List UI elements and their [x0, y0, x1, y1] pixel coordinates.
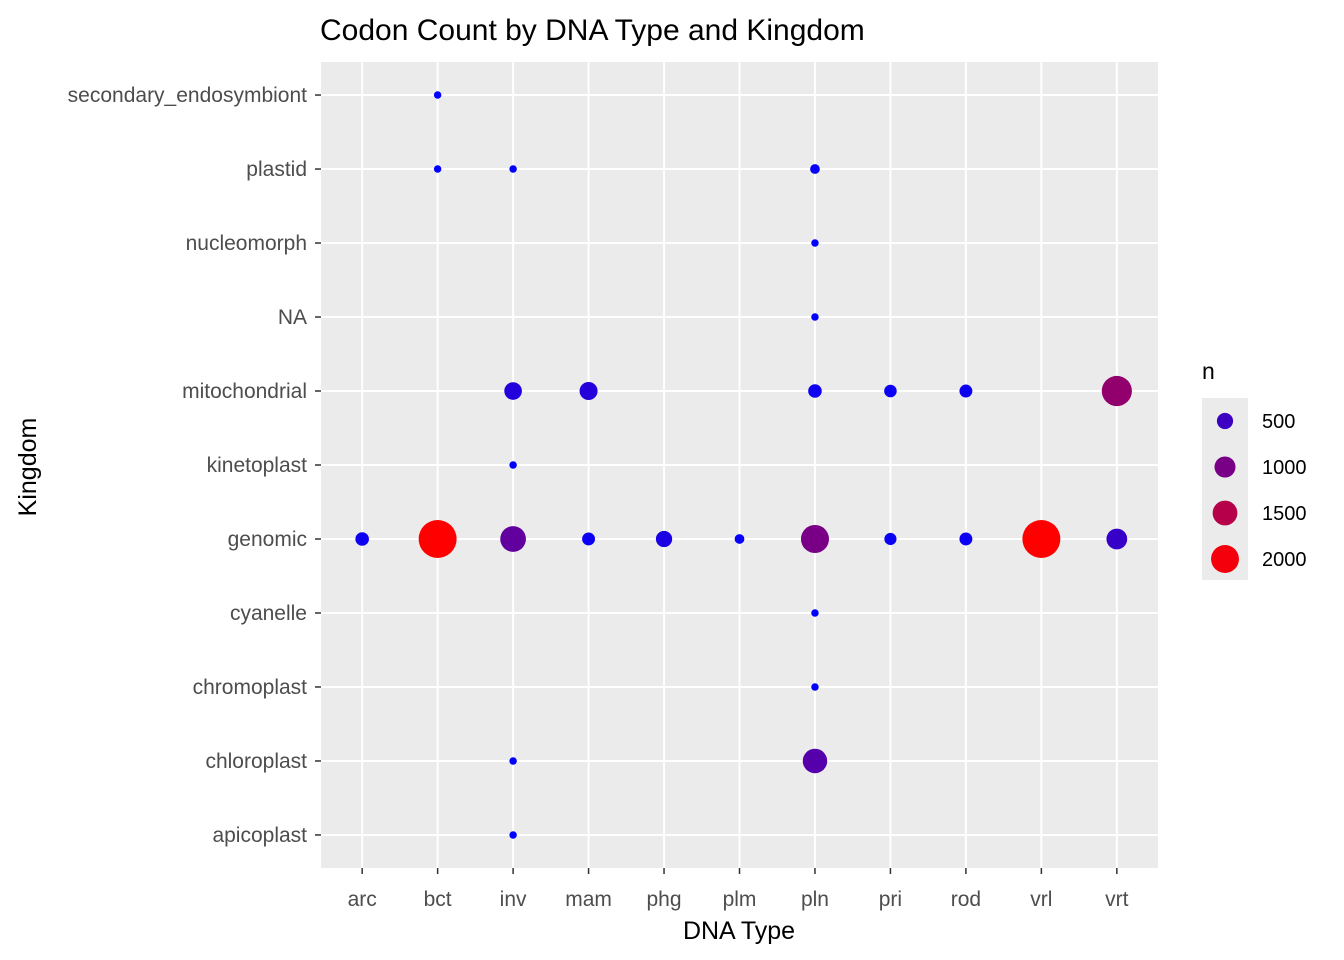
- data-point: [808, 384, 822, 398]
- legend-label: 1000: [1262, 457, 1307, 479]
- legend-key: [1211, 545, 1239, 573]
- grid-lines: [321, 62, 1158, 868]
- data-point: [355, 532, 369, 546]
- data-point: [811, 609, 819, 617]
- data-point: [655, 530, 673, 548]
- data-point: [433, 165, 442, 173]
- x-tick-label: mam: [565, 888, 612, 911]
- data-point: [582, 532, 596, 546]
- x-tick-label: pln: [801, 888, 829, 911]
- legend-key: [1214, 456, 1236, 478]
- y-tick-label: cyanelle: [230, 602, 307, 625]
- y-tick-label: kinetoplast: [207, 454, 308, 477]
- legend-label: 500: [1262, 411, 1295, 433]
- data-point: [509, 165, 517, 173]
- data-point: [810, 164, 820, 174]
- y-tick-label: chloroplast: [205, 750, 307, 773]
- chart-title: Codon Count by DNA Type and Kingdom: [320, 14, 865, 47]
- data-point: [579, 381, 598, 401]
- x-tick-label: plm: [723, 888, 757, 911]
- data-point: [884, 384, 897, 398]
- y-tick-label: genomic: [228, 528, 307, 551]
- data-point: [509, 831, 517, 839]
- data-point: [884, 532, 897, 546]
- data-point: [734, 534, 745, 544]
- data-point: [504, 382, 522, 400]
- x-tick-label: bct: [424, 888, 452, 911]
- y-tick-label: chromoplast: [193, 676, 308, 699]
- data-point: [509, 461, 517, 469]
- data-point: [811, 683, 819, 691]
- y-tick-label: mitochondrial: [182, 380, 307, 403]
- y-tick-label: nucleomorph: [186, 232, 307, 255]
- data-point: [1101, 375, 1132, 407]
- x-tick-label: vrt: [1105, 888, 1128, 911]
- data-points: [355, 91, 1132, 839]
- x-tick-label: inv: [500, 888, 527, 911]
- x-axis-title: DNA Type: [683, 917, 795, 945]
- x-tick-label: phg: [647, 888, 682, 911]
- x-axis-ticks: arc bct inv mam phg plm pln pri rod vrl vrt: [348, 868, 1129, 911]
- data-point: [959, 532, 973, 546]
- y-tick-label: plastid: [246, 158, 307, 181]
- data-point: [959, 384, 973, 398]
- data-point: [500, 526, 526, 552]
- legend-key: [1216, 412, 1234, 430]
- legend: n 500 1000 1500 2000: [1202, 358, 1307, 580]
- data-point: [811, 313, 819, 321]
- legend-label: 1500: [1262, 503, 1307, 525]
- y-tick-label: NA: [278, 306, 307, 329]
- data-point: [1106, 528, 1128, 550]
- data-point: [433, 91, 442, 99]
- data-point: [509, 757, 517, 765]
- legend-key: [1212, 500, 1238, 526]
- y-tick-label: apicoplast: [212, 824, 307, 847]
- x-tick-label: rod: [951, 888, 981, 911]
- y-axis-title: Kingdom: [14, 418, 42, 517]
- y-tick-label: secondary_endosymbiont: [68, 84, 307, 107]
- data-point: [811, 239, 819, 247]
- x-tick-label: pri: [879, 888, 902, 911]
- x-tick-label: vrl: [1030, 888, 1052, 911]
- data-point: [1022, 519, 1061, 558]
- y-axis-ticks: apicoplast chloroplast chromoplast cyanelle…: [68, 84, 321, 847]
- x-tick-label: arc: [348, 888, 377, 911]
- data-point: [800, 524, 829, 554]
- legend-label: 2000: [1262, 549, 1307, 571]
- data-point: [802, 748, 828, 774]
- legend-items: 500 1000 1500 2000: [1211, 411, 1307, 573]
- data-point: [418, 519, 457, 558]
- legend-title: n: [1202, 358, 1215, 384]
